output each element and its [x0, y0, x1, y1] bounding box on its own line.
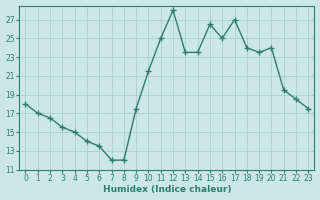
X-axis label: Humidex (Indice chaleur): Humidex (Indice chaleur)	[103, 185, 231, 194]
